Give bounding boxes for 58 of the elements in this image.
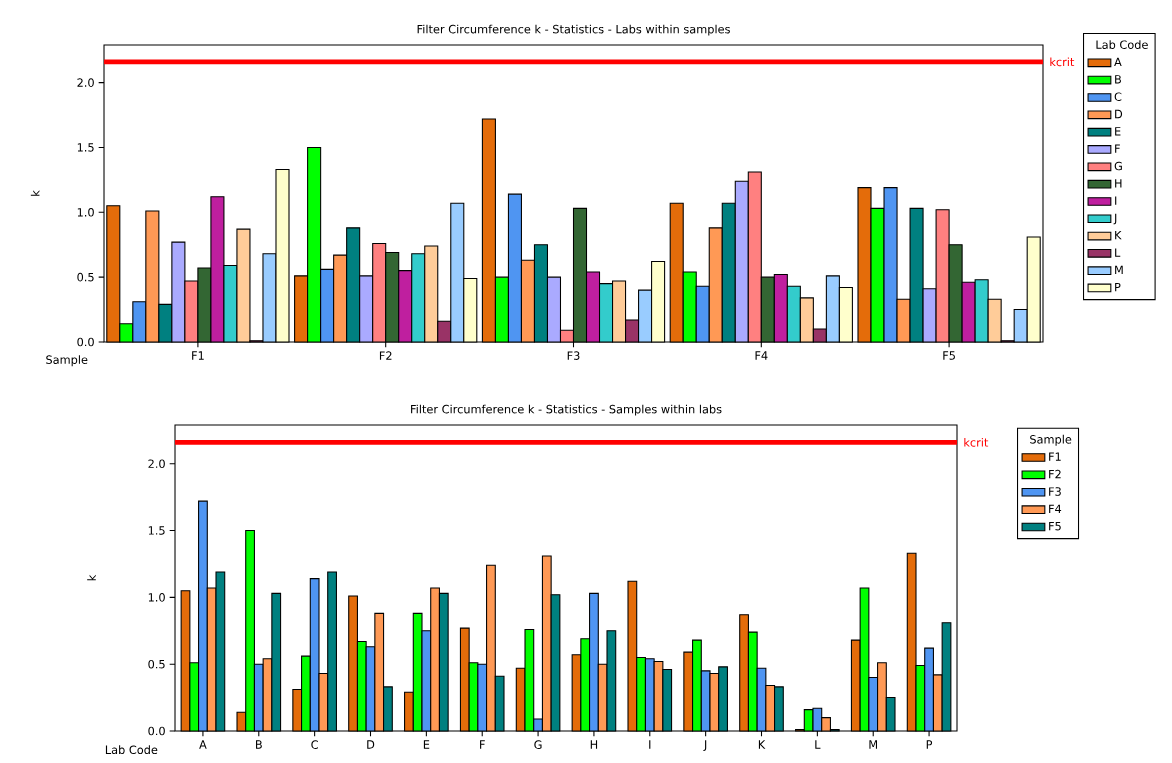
- x-tick-label: K: [758, 740, 766, 749]
- x-tick-label: I: [649, 740, 651, 749]
- x-tick-label: A: [199, 740, 207, 749]
- ref-line-label: kcrit: [964, 437, 989, 447]
- y-tick-label: 0.5: [77, 272, 94, 282]
- x-axis-title: Lab Code: [105, 745, 158, 755]
- legend-label: F2: [1049, 469, 1061, 479]
- x-tick-label: F5: [943, 351, 955, 360]
- chart-title: Filter Circumference k - Statistics - Labs within samples: [417, 24, 730, 36]
- y-axis-title: k: [87, 574, 96, 581]
- legend-label: G: [1114, 161, 1122, 171]
- legend-label: J: [1113, 213, 1117, 225]
- legend-label: F1: [1049, 452, 1061, 461]
- x-tick-label: B: [256, 740, 262, 749]
- y-axis-title: k: [30, 190, 40, 196]
- legend-label: F: [1115, 144, 1120, 153]
- y-tick-label: 1.0: [77, 208, 94, 217]
- x-tick-label: M: [869, 740, 878, 749]
- legend-label: I: [1115, 196, 1117, 205]
- x-tick-label: L: [815, 740, 821, 749]
- y-tick-label: 1.5: [77, 143, 94, 152]
- legend-label: F5: [1049, 521, 1061, 531]
- x-tick-label: H: [590, 740, 598, 749]
- x-tick-label: F1: [192, 351, 204, 360]
- x-tick-label: D: [367, 740, 375, 749]
- x-tick-label: F4: [755, 351, 768, 360]
- x-tick-label: F2: [379, 351, 392, 360]
- legend-label: H: [1115, 179, 1122, 188]
- legend-title: Sample: [1030, 434, 1072, 446]
- x-tick-label: P: [926, 740, 933, 749]
- legend-label: A: [1114, 57, 1122, 67]
- legend-label: C: [1114, 92, 1122, 101]
- legend-label: P: [1115, 282, 1121, 292]
- ref-line-label: kcrit: [1050, 57, 1075, 67]
- y-tick-label: 2.0: [77, 78, 94, 87]
- legend-label: F4: [1049, 504, 1062, 513]
- legend-label: K: [1115, 231, 1122, 240]
- legend-label: F3: [1049, 487, 1061, 496]
- legend-title: Lab Code: [1096, 40, 1148, 49]
- y-tick-label: 1.0: [148, 593, 165, 602]
- x-tick-label: G: [534, 740, 542, 749]
- y-tick-label: 0.0: [148, 726, 165, 736]
- y-tick-label: 2.0: [148, 459, 165, 469]
- x-tick-label: C: [311, 740, 318, 749]
- legend-label: E: [1115, 127, 1121, 136]
- legend-label: B: [1115, 75, 1121, 84]
- x-tick-label: F: [480, 740, 485, 749]
- x-axis-title: Sample: [46, 355, 88, 367]
- y-tick-label: 0.5: [148, 659, 165, 669]
- x-tick-label: F3: [567, 351, 580, 360]
- chart-title: Filter Circumference k - Statistics - Samples within labs: [411, 404, 722, 416]
- x-tick-label: E: [423, 740, 430, 749]
- legend-label: M: [1115, 265, 1123, 274]
- x-tick-label: J: [703, 740, 707, 751]
- legend-label: L: [1115, 248, 1121, 257]
- y-tick-label: 1.5: [148, 526, 165, 535]
- legend-label: D: [1115, 109, 1123, 119]
- y-tick-label: 0.0: [77, 337, 94, 347]
